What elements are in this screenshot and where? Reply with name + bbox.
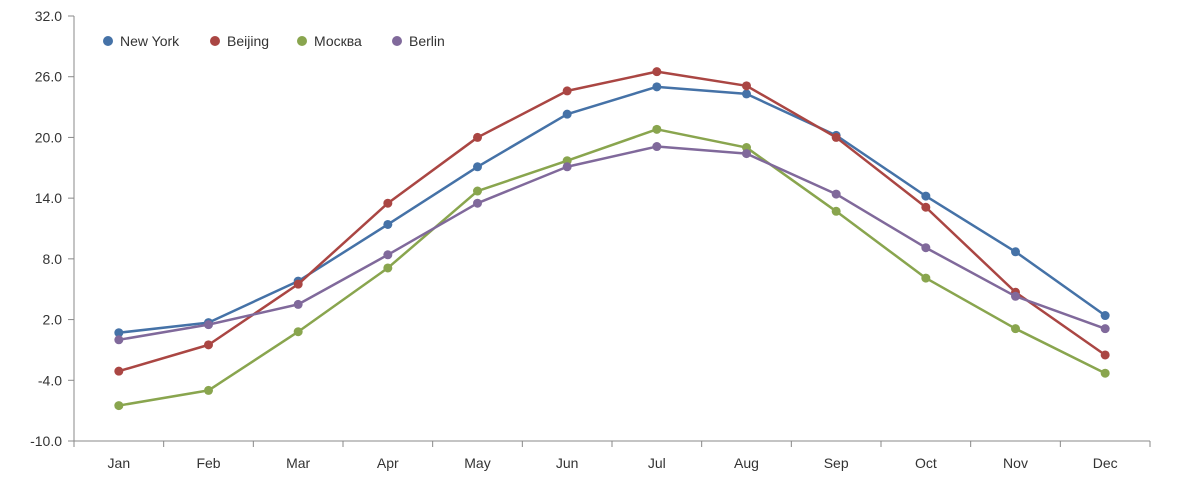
data-point	[383, 263, 393, 273]
y-tick-label: 26.0	[35, 69, 62, 85]
data-point	[1011, 247, 1020, 257]
data-point	[473, 162, 482, 172]
data-point	[204, 340, 213, 350]
y-tick-label: 14.0	[35, 190, 62, 206]
legend-marker	[210, 36, 220, 46]
data-point	[742, 81, 751, 91]
y-tick-label: 2.0	[43, 312, 63, 328]
x-tick-label: Dec	[1093, 455, 1118, 471]
data-point	[473, 198, 482, 208]
legend-label: Beijing	[227, 33, 269, 49]
data-point	[831, 189, 841, 199]
series-line	[117, 85, 1107, 334]
legend-label: Москва	[314, 33, 362, 49]
x-tick-label: Jul	[648, 455, 666, 471]
legend: New York Beijing Москва Berlin	[103, 33, 445, 49]
data-point	[114, 366, 124, 376]
legend-item-new-york: New York	[103, 33, 180, 49]
data-point	[742, 89, 751, 99]
legend-item-beijing: Beijing	[210, 33, 269, 49]
data-point	[652, 82, 662, 92]
data-point	[1011, 324, 1020, 334]
x-tick-label: Jun	[556, 455, 579, 471]
data-point	[1100, 350, 1110, 360]
data-point	[921, 273, 931, 283]
data-point	[114, 401, 124, 411]
x-tick-label: Sep	[824, 455, 849, 471]
data-point	[921, 243, 931, 253]
y-tick-label: 8.0	[43, 251, 63, 267]
data-point	[473, 132, 482, 142]
series-berlin	[114, 142, 1110, 345]
data-point	[1011, 291, 1020, 301]
data-point	[1100, 368, 1110, 378]
data-point	[652, 142, 662, 152]
y-tick-label: 20.0	[35, 129, 62, 145]
data-point	[921, 202, 931, 212]
data-point	[383, 198, 393, 208]
x-tick-label: Aug	[734, 455, 759, 471]
data-point	[473, 186, 482, 196]
x-axis: Jan Feb Mar Apr May Jun Jul Aug Sep Oct Nov Dec	[73, 440, 1151, 471]
data-point	[383, 250, 393, 260]
data-point	[742, 149, 751, 159]
legend-marker	[297, 36, 307, 46]
data-point	[383, 219, 393, 229]
y-tick-label: -4.0	[38, 372, 62, 388]
legend-item-москва: Москва	[297, 33, 362, 49]
data-point	[562, 86, 572, 96]
data-point	[652, 124, 662, 134]
data-point	[204, 385, 213, 395]
y-tick-label: -10.0	[30, 433, 62, 449]
data-point	[562, 162, 572, 172]
data-point	[652, 67, 662, 77]
series-line	[117, 145, 1107, 342]
data-point	[293, 299, 303, 309]
legend-label: New York	[120, 33, 180, 49]
data-point	[114, 335, 124, 345]
x-tick-label: Nov	[1003, 455, 1028, 471]
series-line	[117, 128, 1107, 407]
x-tick-label: Mar	[286, 455, 310, 471]
y-tick-label: 32.0	[35, 8, 62, 24]
data-point	[1100, 324, 1110, 334]
legend-item-berlin: Berlin	[392, 33, 445, 49]
y-axis: -10.0 -4.0 2.0 8.0 14.0 20.0 26.0 32.0	[30, 8, 75, 449]
x-tick-label: May	[464, 455, 490, 471]
plot-series	[114, 67, 1110, 411]
legend-label: Berlin	[409, 33, 445, 49]
data-point	[204, 320, 213, 330]
data-point	[562, 109, 572, 119]
data-point	[1100, 311, 1110, 321]
data-point	[293, 327, 303, 337]
legend-marker	[392, 36, 402, 46]
data-point	[114, 328, 124, 338]
data-point	[831, 206, 841, 216]
series-line	[117, 70, 1107, 373]
data-point	[293, 279, 303, 289]
data-point	[831, 132, 841, 142]
x-tick-label: Feb	[196, 455, 220, 471]
series-beijing	[114, 67, 1110, 376]
x-tick-label: Oct	[915, 455, 937, 471]
x-tick-label: Apr	[377, 455, 399, 471]
data-point	[921, 191, 931, 201]
legend-marker	[103, 36, 113, 46]
x-tick-label: Jan	[108, 455, 131, 471]
